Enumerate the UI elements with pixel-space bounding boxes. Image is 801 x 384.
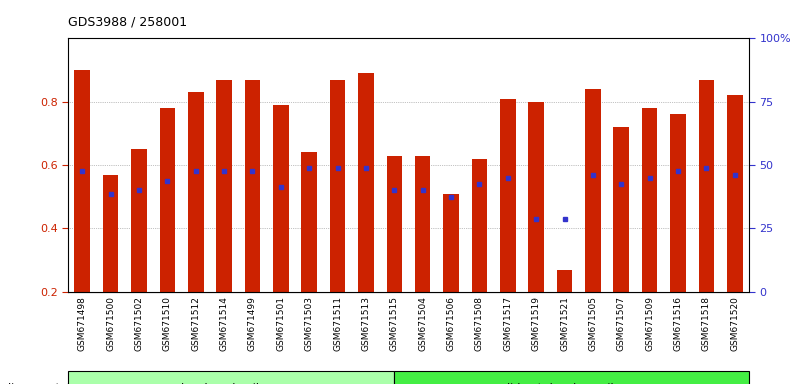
Text: GSM671502: GSM671502 (135, 296, 143, 351)
Text: GSM671520: GSM671520 (731, 296, 739, 351)
Bar (529, 102, 544, 292)
Text: GSM671505: GSM671505 (589, 296, 598, 351)
Bar (727, 96, 743, 292)
Text: did not develop epilepsy: did not develop epilepsy (503, 383, 640, 384)
Bar (103, 175, 119, 292)
Text: GSM671516: GSM671516 (674, 296, 682, 351)
Bar (500, 99, 516, 292)
Text: GSM671509: GSM671509 (645, 296, 654, 351)
Text: GSM671506: GSM671506 (447, 296, 456, 351)
Text: GSM671519: GSM671519 (532, 296, 541, 351)
Text: GSM671517: GSM671517 (503, 296, 513, 351)
Bar (472, 159, 487, 292)
Text: GSM671508: GSM671508 (475, 296, 484, 351)
Bar (330, 79, 345, 292)
Text: GSM671503: GSM671503 (304, 296, 314, 351)
Bar (387, 156, 402, 292)
Bar (131, 149, 147, 292)
Text: developed epilepsy: developed epilepsy (177, 383, 285, 384)
Bar (358, 73, 374, 292)
Bar (443, 194, 459, 292)
Bar (557, 270, 573, 292)
FancyBboxPatch shape (394, 371, 749, 384)
Text: GSM671501: GSM671501 (276, 296, 285, 351)
Text: GSM671515: GSM671515 (390, 296, 399, 351)
Text: GSM671498: GSM671498 (78, 296, 87, 351)
Bar (642, 108, 658, 292)
Bar (74, 70, 90, 292)
FancyBboxPatch shape (68, 371, 394, 384)
Text: GSM671521: GSM671521 (560, 296, 569, 351)
Bar (188, 92, 203, 292)
Text: GDS3988 / 258001: GDS3988 / 258001 (68, 16, 187, 29)
Bar (585, 89, 601, 292)
Bar (698, 79, 714, 292)
Bar (159, 108, 175, 292)
Bar (415, 156, 430, 292)
Bar (614, 127, 629, 292)
Bar (244, 79, 260, 292)
Text: GSM671513: GSM671513 (361, 296, 370, 351)
Bar (670, 114, 686, 292)
Text: GSM671511: GSM671511 (333, 296, 342, 351)
Bar (216, 79, 232, 292)
Text: GSM671514: GSM671514 (219, 296, 228, 351)
Bar (301, 152, 317, 292)
Bar (273, 105, 288, 292)
Text: disease state: disease state (4, 383, 78, 384)
Text: GSM671504: GSM671504 (418, 296, 427, 351)
Text: GSM671510: GSM671510 (163, 296, 172, 351)
Text: GSM671500: GSM671500 (107, 296, 115, 351)
Text: GSM671499: GSM671499 (248, 296, 257, 351)
Text: GSM671512: GSM671512 (191, 296, 200, 351)
Text: GSM671518: GSM671518 (702, 296, 710, 351)
Text: GSM671507: GSM671507 (617, 296, 626, 351)
